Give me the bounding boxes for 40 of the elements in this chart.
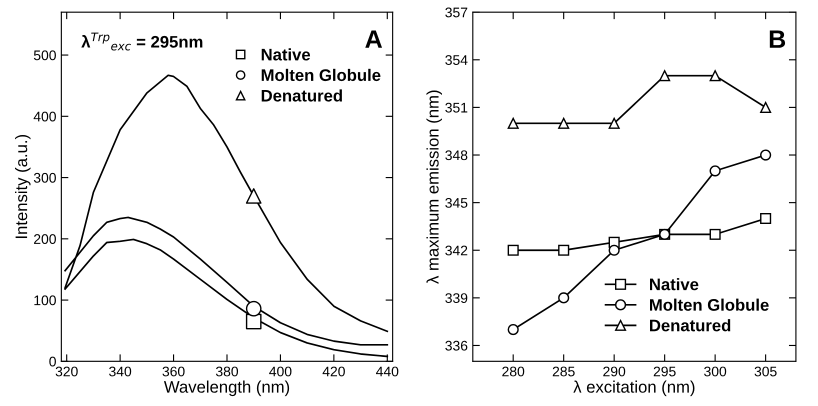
y-tick-label: 500 (34, 50, 56, 60)
y-tick-label: 300 (34, 172, 56, 183)
annotation: λ$^{Trp}$$_{exc}$ = 295nm (81, 32, 202, 50)
y-tick-label: 345 (445, 198, 468, 208)
x-tick-label: 400 (269, 366, 292, 376)
x-tick-label: 280 (502, 366, 524, 376)
x-tick-label: 440 (376, 366, 398, 376)
y-tick-label: 0 (49, 356, 56, 367)
y-tick-label: 354 (445, 55, 468, 65)
x-tick-label: 320 (56, 366, 78, 376)
y-tick-label: 342 (445, 246, 468, 256)
legend-label: Denatured (262, 89, 342, 102)
x-tick-label: 285 (552, 366, 575, 376)
x-tick-label: 380 (216, 366, 238, 376)
x-axis-title: λ excitation (nm) (573, 380, 694, 396)
legend-label: Native (650, 278, 698, 290)
x-tick-label: 290 (603, 366, 626, 376)
x-tick-label: 420 (322, 366, 345, 376)
y-tick-label: 348 (445, 150, 468, 160)
legend-label: Native (262, 48, 310, 61)
legend-label: Molten Globule (650, 298, 769, 311)
x-tick-label: 340 (109, 366, 132, 376)
y-axis-title: Intensity (a.u.) (15, 134, 31, 238)
x-tick-label: 295 (654, 366, 676, 376)
annotation: A (365, 30, 382, 48)
y-tick-label: 357 (445, 8, 468, 18)
legend-label: Molten Globule (262, 68, 380, 82)
x-tick-label: 300 (704, 366, 726, 376)
y-tick-label: 100 (34, 295, 56, 306)
annotation: B (770, 30, 786, 48)
x-tick-label: 305 (754, 366, 777, 376)
x-tick-label: 360 (162, 366, 185, 376)
y-tick-label: 351 (445, 102, 468, 113)
y-tick-label: 339 (445, 293, 468, 304)
x-axis-title: Wavelength (nm) (164, 380, 290, 396)
y-tick-label: 336 (445, 340, 468, 351)
y-tick-label: 200 (34, 234, 56, 244)
legend-label: Denatured (650, 319, 730, 332)
y-axis-title: λ maximum emission (nm) (426, 90, 442, 284)
y-tick-label: 400 (34, 112, 56, 122)
